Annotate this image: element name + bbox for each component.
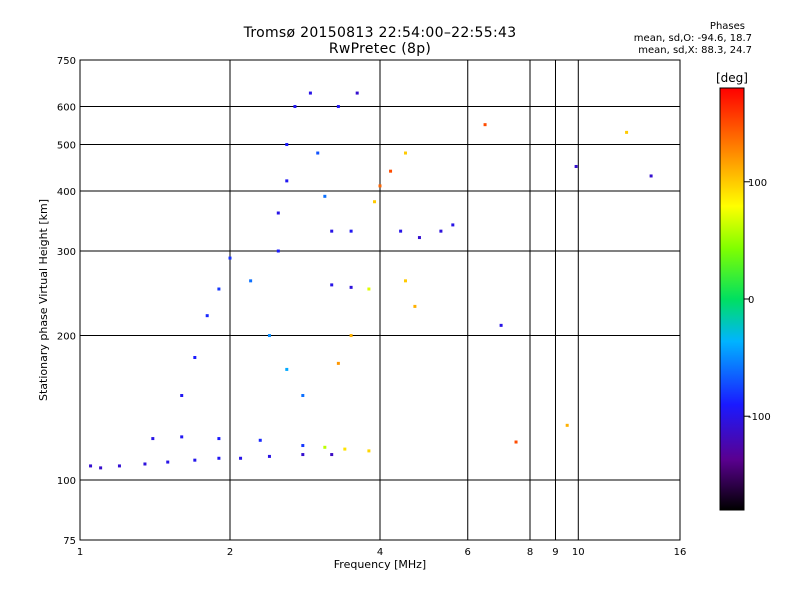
data-point: [649, 174, 653, 178]
data-point: [258, 438, 262, 442]
data-point: [323, 194, 327, 198]
data-point: [151, 437, 155, 441]
data-point: [349, 229, 353, 233]
data-point: [117, 464, 121, 468]
y-tick-label: 500: [57, 141, 76, 152]
data-point: [367, 449, 371, 453]
data-point: [285, 179, 289, 183]
data-point: [336, 361, 340, 365]
y-tick-label: 600: [57, 103, 76, 114]
data-point: [293, 105, 297, 109]
x-tick-label: 1: [77, 547, 83, 558]
data-point: [574, 164, 578, 168]
chart-title: Tromsø 20150813 22:54:00–22:55:43: [243, 25, 517, 41]
data-points: [89, 91, 653, 470]
x-tick-label: 2: [227, 547, 233, 558]
data-point: [267, 334, 271, 338]
data-point: [389, 169, 393, 173]
data-point: [217, 456, 221, 460]
data-point: [367, 287, 371, 291]
data-point: [301, 453, 305, 457]
data-point: [193, 458, 197, 462]
data-point: [276, 249, 280, 253]
x-axis-label: Frequency [MHz]: [334, 558, 426, 571]
data-point: [316, 151, 320, 155]
y-axis-label: Stationary phase Virtual Height [km]: [37, 199, 50, 401]
data-point: [308, 91, 312, 95]
data-point: [193, 355, 197, 359]
y-tick-label: 400: [57, 187, 76, 198]
data-point: [89, 464, 93, 468]
data-point: [143, 462, 147, 466]
data-point: [343, 447, 347, 451]
data-point: [276, 211, 280, 215]
x-tick-label: 8: [527, 547, 533, 558]
data-point: [499, 323, 503, 327]
data-point: [330, 283, 334, 287]
y-tick-label: 300: [57, 247, 76, 258]
data-point: [180, 435, 184, 439]
data-point: [166, 460, 170, 464]
data-point: [413, 304, 417, 308]
data-point: [417, 236, 421, 240]
chart-subtitle: RwPretec (8p): [328, 41, 432, 57]
x-tick-label: 10: [572, 547, 585, 558]
colorbar-tick-label: 0: [748, 295, 754, 306]
data-point: [378, 184, 382, 188]
x-tick-label: 9: [552, 547, 558, 558]
x-tick-label: 6: [465, 547, 471, 558]
colorbar-tick-label: 100: [748, 178, 767, 189]
data-point: [399, 229, 403, 233]
data-point: [330, 453, 334, 457]
x-tick-label: 4: [377, 547, 383, 558]
y-tick-label: 75: [63, 536, 76, 547]
data-point: [514, 440, 518, 444]
data-point: [301, 394, 305, 398]
colorbar-ticks: 100 0 -100: [744, 178, 771, 423]
data-point: [336, 105, 340, 109]
data-point: [349, 285, 353, 289]
data-point: [625, 130, 629, 134]
data-point: [285, 367, 289, 371]
data-point: [451, 223, 455, 227]
data-point: [217, 287, 221, 291]
x-tick-label: 16: [674, 547, 687, 558]
y-tick-label: 750: [57, 56, 76, 67]
phase-stats-heading: Phases: [709, 21, 745, 32]
data-point: [285, 143, 289, 147]
data-point: [483, 123, 487, 127]
y-tick-label: 200: [57, 332, 76, 343]
data-point: [565, 423, 569, 427]
data-point: [373, 200, 377, 204]
grid-lines: [80, 60, 680, 540]
colorbar: [719, 87, 745, 511]
data-point: [330, 229, 334, 233]
data-point: [403, 151, 407, 155]
phase-stats-x: mean, sd,X: 88.3, 24.7: [638, 45, 752, 56]
data-point: [249, 279, 253, 283]
data-point: [239, 456, 243, 460]
data-point: [99, 466, 103, 470]
phase-stats-o: mean, sd,O: -94.6, 18.7: [633, 33, 752, 44]
y-tick-label: 100: [57, 476, 76, 487]
data-point: [267, 454, 271, 458]
colorbar-tick-label: -100: [748, 412, 771, 423]
data-point: [349, 334, 353, 338]
data-point: [355, 91, 359, 95]
colorbar-label: [deg]: [716, 71, 748, 85]
data-point: [439, 229, 443, 233]
data-point: [403, 279, 407, 283]
data-point: [228, 256, 232, 260]
data-point: [217, 437, 221, 441]
data-point: [323, 445, 327, 449]
data-point: [205, 314, 209, 318]
plot-frame: [79, 59, 681, 541]
data-point: [301, 444, 305, 448]
axis-ticks: 1 2 4 6 8 9 10 16 75 100 200 300 400 500 600 750: [57, 56, 686, 558]
data-point: [180, 394, 184, 398]
